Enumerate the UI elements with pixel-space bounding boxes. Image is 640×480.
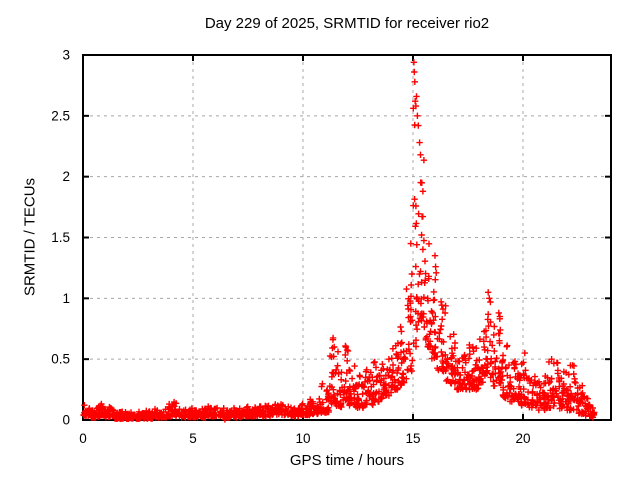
- x-tick-label: 0: [79, 431, 87, 446]
- y-tick-label: 2: [62, 169, 70, 184]
- x-axis-label: GPS time / hours: [289, 452, 405, 469]
- x-tick-label: 20: [515, 431, 530, 446]
- y-tick-label: 0: [62, 413, 70, 428]
- grid-lines: [83, 55, 611, 420]
- x-tick-labels: 0 5 10 15 20: [79, 431, 530, 446]
- x-tick-label: 15: [405, 431, 420, 446]
- y-tick-label: 1: [62, 291, 70, 306]
- y-tick-label: 3: [62, 48, 70, 63]
- y-tick-label: 1.5: [51, 230, 70, 245]
- axis-ticks: [82, 54, 611, 421]
- scatter-points: [80, 59, 598, 423]
- y-tick-label: 2.5: [51, 108, 70, 123]
- y-tick-label: 0.5: [51, 352, 70, 367]
- y-tick-labels: 0 0.5 1 1.5 2 2.5 3: [51, 48, 70, 428]
- x-tick-label: 5: [189, 431, 197, 446]
- x-tick-label: 10: [295, 431, 310, 446]
- chart-title: Day 229 of 2025, SRMTID for receiver rio…: [204, 15, 490, 32]
